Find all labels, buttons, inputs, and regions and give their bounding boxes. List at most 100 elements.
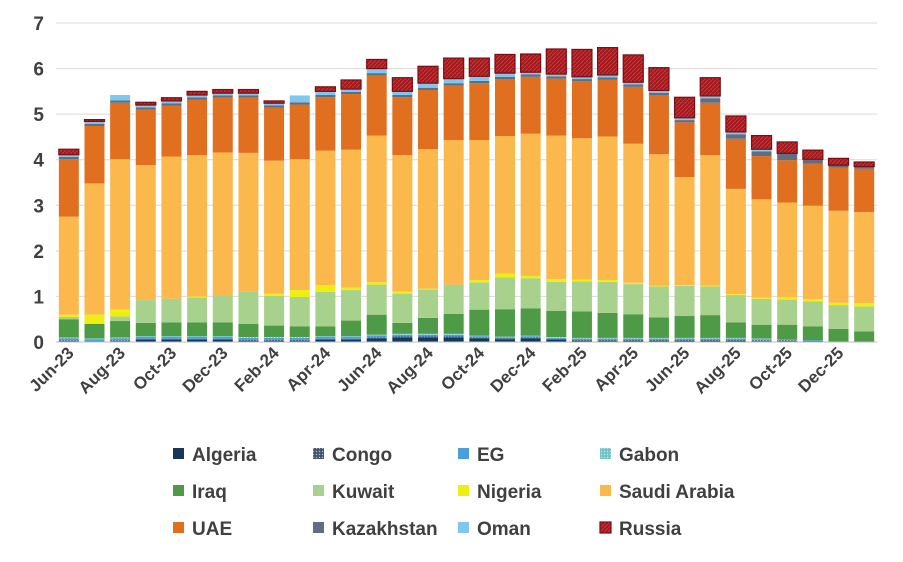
bar-segment-saudi-arabia [854, 212, 875, 304]
bar-segment-eg [546, 337, 567, 339]
bar-stack-sep-25 [750, 134, 773, 342]
bar-stack-may-25 [648, 67, 670, 342]
bar-segment-nigeria [802, 299, 823, 302]
bar-segment-nigeria [777, 297, 798, 300]
bar-segment-gabon [289, 336, 310, 338]
bar-segment-kuwait [238, 291, 259, 324]
bar-segment-nigeria [392, 291, 413, 294]
bar-segment-iraq [84, 323, 105, 339]
bar-segment-oman [725, 131, 746, 135]
bar-segment-russia [520, 53, 542, 73]
bar-segment-gabon [161, 336, 182, 337]
bar-segment-saudi-arabia [264, 160, 285, 294]
bar-segment-eg [212, 336, 233, 339]
bar-stack-apr-25 [622, 54, 644, 342]
bar-segment-oman [366, 68, 387, 74]
bar-segment-nigeria [597, 280, 618, 282]
bar-segment-congo [443, 336, 464, 338]
bar-stack-aug-25 [725, 115, 747, 342]
bar-segment-kuwait [571, 281, 592, 312]
bar-segment-oman [648, 90, 669, 93]
bar-segment-saudi-arabia [418, 149, 439, 289]
legend-swatch [173, 522, 184, 533]
legend-label: Gabon [619, 445, 679, 466]
bar-segment-uae [392, 97, 413, 156]
bar-segment-kuwait [58, 316, 79, 320]
bar-stack-may-24 [340, 79, 362, 342]
bar-segment-russia [160, 97, 183, 102]
bar-segment-iraq [212, 322, 233, 337]
y-tick-label: 3 [33, 196, 44, 217]
bar-segment-saudi-arabia [700, 155, 721, 286]
bar-segment-nigeria [623, 282, 644, 285]
bar-segment-saudi-arabia [725, 188, 746, 295]
bar-stack-nov-25 [802, 149, 824, 342]
bar-segment-eg [751, 339, 772, 341]
legend-item-gabon: Gabon [600, 445, 679, 466]
bar-segment-oman [289, 95, 310, 103]
x-tick-label: Feb-24 [231, 343, 284, 396]
bar-segment-uae [135, 109, 156, 166]
bar-segment-congo [264, 339, 285, 341]
x-tick-label: Oct-24 [437, 343, 488, 394]
bar-segment-nigeria [187, 296, 208, 298]
bar-segment-saudi-arabia [161, 156, 182, 299]
bar-segment-russia [596, 47, 619, 76]
bar-segment-iraq [828, 328, 849, 342]
bar-segment-gabon [546, 336, 567, 338]
bar-segment-uae [571, 81, 592, 139]
x-tick-label: Dec-24 [487, 343, 540, 396]
legend-swatch [313, 522, 324, 533]
bar-segment-uae [187, 99, 208, 156]
bar-segment-nigeria [674, 285, 695, 286]
bar-segment-algeria [187, 339, 208, 342]
bar-segment-kazakhstan [341, 91, 362, 95]
bar-segment-iraq [315, 326, 336, 337]
bar-stack-feb-24 [263, 100, 285, 342]
bar-segment-russia [725, 115, 747, 133]
bar-segment-kuwait [212, 295, 233, 323]
bar-segment-kuwait [366, 284, 387, 315]
legend-item-kuwait: Kuwait [313, 482, 395, 503]
bar-segment-congo [366, 337, 387, 339]
y-tick-label: 6 [33, 60, 44, 81]
legend-item-algeria: Algeria [173, 445, 257, 466]
bar-segment-iraq [520, 308, 541, 336]
bar-segment-algeria [571, 340, 592, 342]
bar-segment-gabon [443, 333, 464, 335]
legend-label: Kazakhstan [332, 519, 438, 540]
bar-segment-nigeria [546, 279, 567, 282]
bar-segment-iraq [648, 317, 669, 338]
bar-segment-kazakhstan [110, 100, 131, 103]
bar-segment-eg [58, 338, 79, 341]
bar-segment-russia [417, 65, 439, 84]
bar-segment-algeria [418, 337, 439, 342]
bar-segment-saudi-arabia [187, 155, 208, 297]
bar-segment-nigeria [315, 285, 336, 292]
x-tick-label: Apr-25 [591, 343, 643, 395]
bar-segment-iraq [289, 326, 310, 337]
bar-segment-gabon [315, 336, 336, 337]
bar-segment-nigeria [84, 314, 105, 324]
bar-segment-iraq [135, 322, 156, 337]
bar-segment-saudi-arabia [494, 136, 515, 274]
bar-segment-oman [84, 121, 105, 124]
bar-stack-dec-23 [212, 88, 234, 342]
legend-label: Congo [332, 445, 392, 466]
bar-segment-uae [597, 79, 618, 137]
legend-swatch [458, 448, 469, 459]
bar-segment-oman [58, 154, 79, 157]
bar-segment-gabon [751, 338, 772, 340]
legend-item-eg: EG [458, 445, 504, 466]
bar-segment-kuwait [341, 290, 362, 321]
bar-segment-kuwait [623, 284, 644, 315]
bar-segment-nigeria [751, 297, 772, 299]
bar-segment-oman [520, 72, 541, 75]
bar-segment-kazakhstan [418, 87, 439, 90]
bar-segment-kuwait [854, 306, 875, 332]
bar-segment-saudi-arabia [546, 135, 567, 280]
bar-segment-kazakhstan [725, 134, 746, 139]
legend-swatch [600, 485, 611, 496]
bar-segment-russia [827, 157, 850, 166]
bar-segment-gabon [494, 336, 515, 338]
